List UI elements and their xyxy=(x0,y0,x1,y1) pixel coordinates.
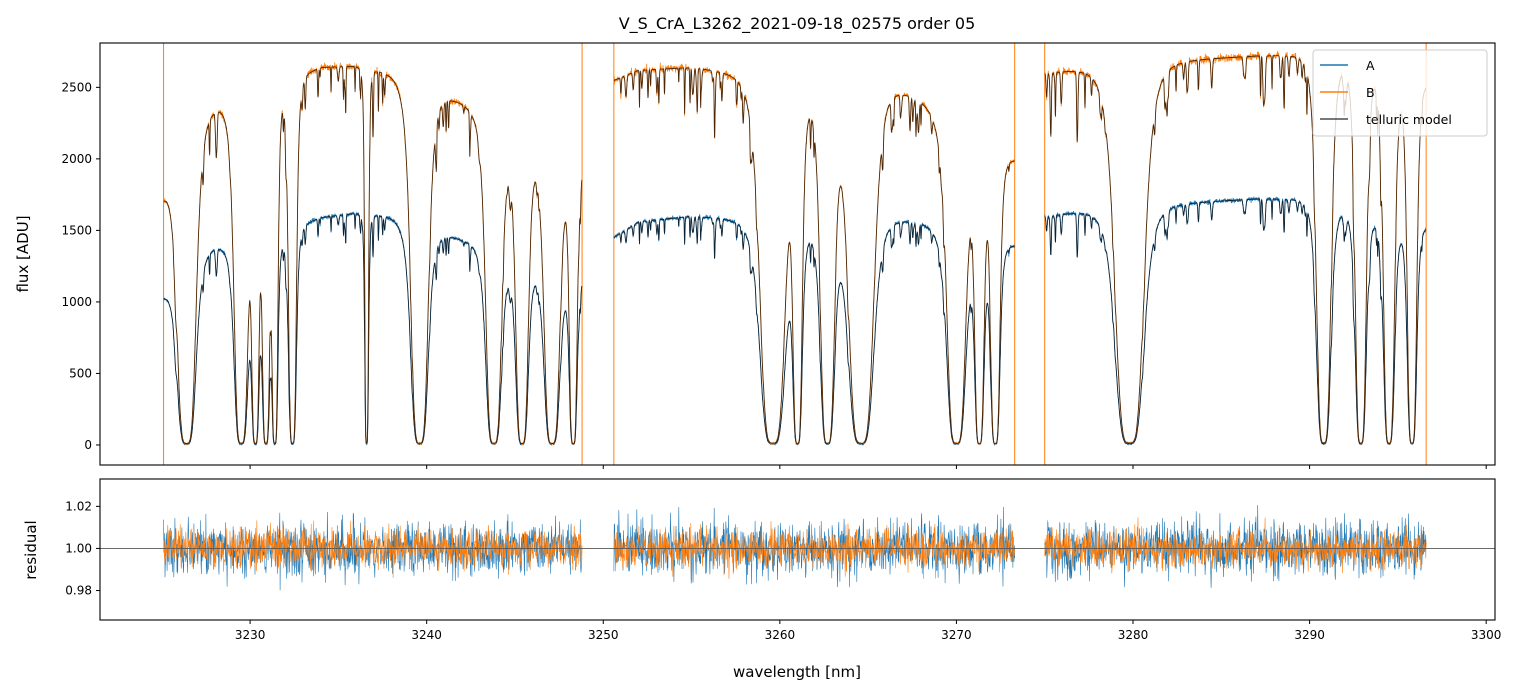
residual-ytick-label: 0.98 xyxy=(65,584,92,598)
flux-axes-frame xyxy=(99,42,1496,466)
flux-ytick-label: 1500 xyxy=(61,223,92,237)
x-axis-label: wavelength [nm] xyxy=(733,663,861,681)
residual-xtick-label: 3290 xyxy=(1294,628,1325,642)
residual-series-b xyxy=(163,517,1427,579)
residual-axes-frame xyxy=(99,478,1496,621)
residual-xtick-label: 3280 xyxy=(1118,628,1149,642)
flux-plot-area xyxy=(163,43,1427,465)
residual-xtick-label: 3300 xyxy=(1471,628,1502,642)
legend-label-a: A xyxy=(1366,58,1375,73)
residual-xtick-label: 3250 xyxy=(588,628,619,642)
residual-ytick-label: 1.00 xyxy=(65,541,92,555)
legend: A B telluric model xyxy=(1312,49,1488,137)
flux-ytick-label: 2000 xyxy=(61,152,92,166)
chart-title: V_S_CrA_L3262_2021-09-18_02575 order 05 xyxy=(619,14,976,34)
residual-xtick-label: 3240 xyxy=(411,628,442,642)
residual-axis-ticks: 0.98 1.00 1.02 3230 3240 3250 3260 3270 3280 3290… xyxy=(65,499,1501,642)
residual-y-label: residual xyxy=(22,520,40,579)
telluric-model-a xyxy=(163,198,1427,445)
flux-ytick-label: 500 xyxy=(69,366,92,380)
flux-ytick-label: 1000 xyxy=(61,295,92,309)
residual-xtick-label: 3230 xyxy=(235,628,266,642)
telluric-model-b xyxy=(163,55,1427,445)
residual-xtick-label: 3270 xyxy=(941,628,972,642)
residual-plot-area xyxy=(100,505,1495,591)
flux-series-b xyxy=(163,51,1427,446)
legend-label-b: B xyxy=(1366,85,1375,100)
flux-axis-ticks: 0 500 1000 1500 2000 2500 xyxy=(61,80,1487,469)
residual-panel: 0.98 1.00 1.02 3230 3240 3250 3260 3270 3280 3290… xyxy=(22,478,1501,681)
legend-box xyxy=(1312,49,1488,137)
residual-xtick-label: 3260 xyxy=(765,628,796,642)
legend-label-telluric: telluric model xyxy=(1366,112,1452,127)
residual-ytick-label: 1.02 xyxy=(65,499,92,513)
flux-panel: 0 500 1000 1500 2000 2500 flux [ADU] A B tell… xyxy=(14,42,1496,469)
flux-y-label: flux [ADU] xyxy=(14,215,32,292)
flux-ytick-label: 0 xyxy=(84,438,92,452)
flux-ytick-label: 2500 xyxy=(61,80,92,94)
